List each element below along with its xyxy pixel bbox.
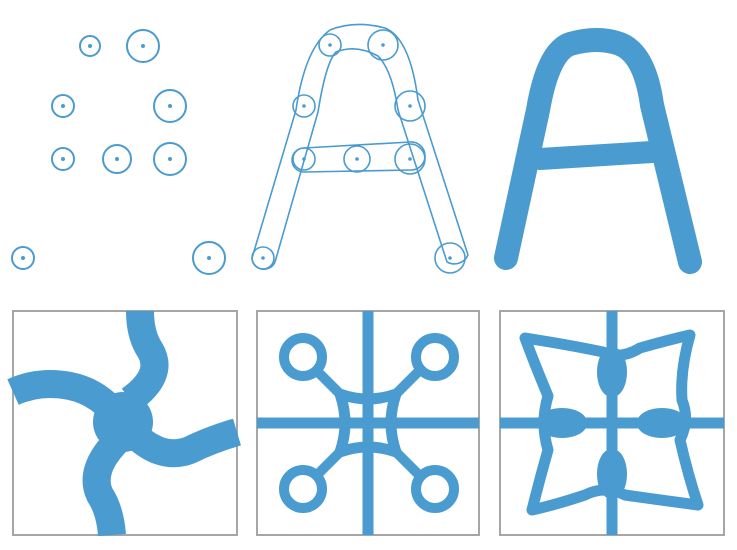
inner-outline	[274, 48, 448, 263]
circle-centers-panel	[11, 29, 226, 275]
corner-ring	[411, 333, 459, 381]
loop-pattern-tile	[499, 310, 725, 536]
center-circle	[51, 147, 75, 171]
loop	[597, 449, 627, 499]
skeleton-circle	[292, 147, 316, 171]
blob-arm-right	[119, 418, 242, 468]
crossbar-outline	[303, 141, 413, 173]
center-circle	[51, 94, 75, 118]
corner-ring	[411, 465, 459, 513]
blob-center	[93, 392, 153, 452]
skeleton-circle	[367, 29, 399, 61]
center-circle	[102, 144, 132, 174]
center-circle	[11, 246, 35, 270]
pinwheel-outline	[519, 329, 704, 516]
loop	[637, 408, 687, 438]
blobby-pattern-tile	[7, 310, 242, 537]
skeleton-circle	[318, 33, 342, 57]
capsule-skeleton-panel	[251, 23, 469, 274]
spoke	[312, 448, 344, 480]
skeleton-circle	[394, 90, 426, 122]
loop	[537, 408, 587, 438]
ring-pattern-tile	[256, 310, 480, 536]
spoke	[392, 448, 424, 480]
center-circle	[79, 35, 101, 57]
corner-ring	[279, 333, 327, 381]
skeleton-circle	[434, 242, 466, 274]
blob-arm-top	[121, 310, 169, 412]
leg-cap-right	[446, 254, 469, 265]
corner-ring	[279, 465, 327, 513]
loop	[597, 347, 627, 397]
center-circle	[153, 89, 187, 123]
spoke	[312, 366, 344, 398]
skeleton-circle	[394, 143, 426, 175]
skeleton-circle	[251, 246, 275, 270]
skeleton-circle	[292, 94, 316, 118]
letter-a-stroke	[494, 28, 702, 274]
skeleton-circle	[343, 145, 371, 173]
center-circle	[192, 241, 226, 275]
letter-a-crossbar	[529, 141, 663, 170]
center-circle	[126, 29, 160, 63]
outer-outline	[251, 23, 469, 259]
spoke	[392, 366, 424, 398]
stroked-letter-panel	[494, 28, 702, 274]
blob-arm-bottom	[82, 430, 129, 537]
center-circle	[153, 142, 187, 176]
